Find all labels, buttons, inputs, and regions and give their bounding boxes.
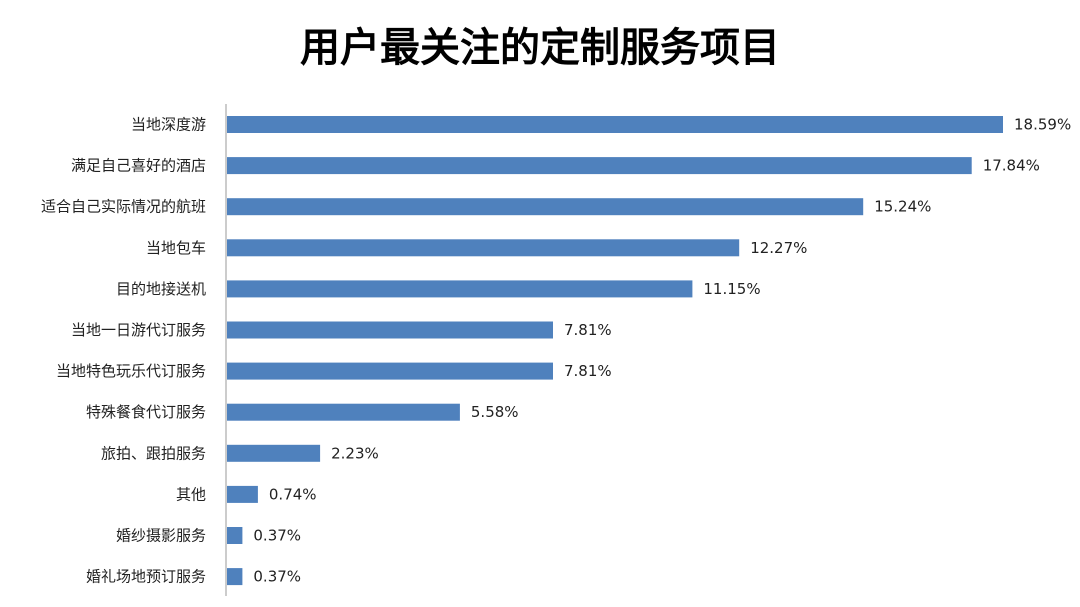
bar-12 <box>227 568 243 586</box>
value-label-9: 2.23% <box>331 444 379 462</box>
bar-4 <box>227 239 740 257</box>
category-label-12: 婚礼场地预订服务 <box>86 568 206 586</box>
bar-1 <box>227 116 1003 133</box>
value-label-6: 7.81% <box>564 321 612 339</box>
value-label-7: 7.81% <box>564 362 612 380</box>
category-label-1: 当地深度游 <box>131 116 206 134</box>
category-label-2: 满足自己喜好的酒店 <box>71 157 206 175</box>
category-label-4: 当地包车 <box>146 239 206 257</box>
bar-5 <box>227 280 693 298</box>
bar-10 <box>227 485 258 503</box>
bar-8 <box>227 403 460 421</box>
category-label-8: 特殊餐食代订服务 <box>86 403 206 421</box>
category-label-3: 适合自己实际情况的航班 <box>41 198 206 216</box>
value-label-3: 15.24% <box>874 198 931 216</box>
bar-11 <box>227 527 243 544</box>
value-label-10: 0.74% <box>269 485 317 503</box>
category-label-11: 婚纱摄影服务 <box>116 527 206 545</box>
bars-group <box>227 116 1003 586</box>
bar-2 <box>227 157 972 175</box>
category-label-5: 目的地接送机 <box>116 280 206 298</box>
bar-6 <box>227 321 553 339</box>
chart-title: 用户最关注的定制服务项目 <box>300 25 780 71</box>
category-label-9: 旅拍、跟拍服务 <box>101 444 206 462</box>
value-label-2: 17.84% <box>983 157 1040 175</box>
category-label-7: 当地特色玩乐代订服务 <box>56 362 206 380</box>
bar-9 <box>227 444 321 462</box>
labels-group: 当地深度游 18.59% 满足自己喜好的酒店 17.84% 适合自己实际情况的航班 15.… <box>41 116 1071 586</box>
value-label-5: 11.15% <box>703 280 760 298</box>
value-label-12: 0.37% <box>253 568 301 586</box>
value-label-11: 0.37% <box>253 527 301 545</box>
value-label-4: 12.27% <box>750 239 807 257</box>
category-label-6: 当地一日游代订服务 <box>71 321 206 339</box>
bar-7 <box>227 362 553 380</box>
value-label-8: 5.58% <box>471 403 519 421</box>
bar-3 <box>227 198 864 216</box>
category-label-10: 其他 <box>176 485 206 503</box>
value-label-1: 18.59% <box>1014 116 1071 134</box>
